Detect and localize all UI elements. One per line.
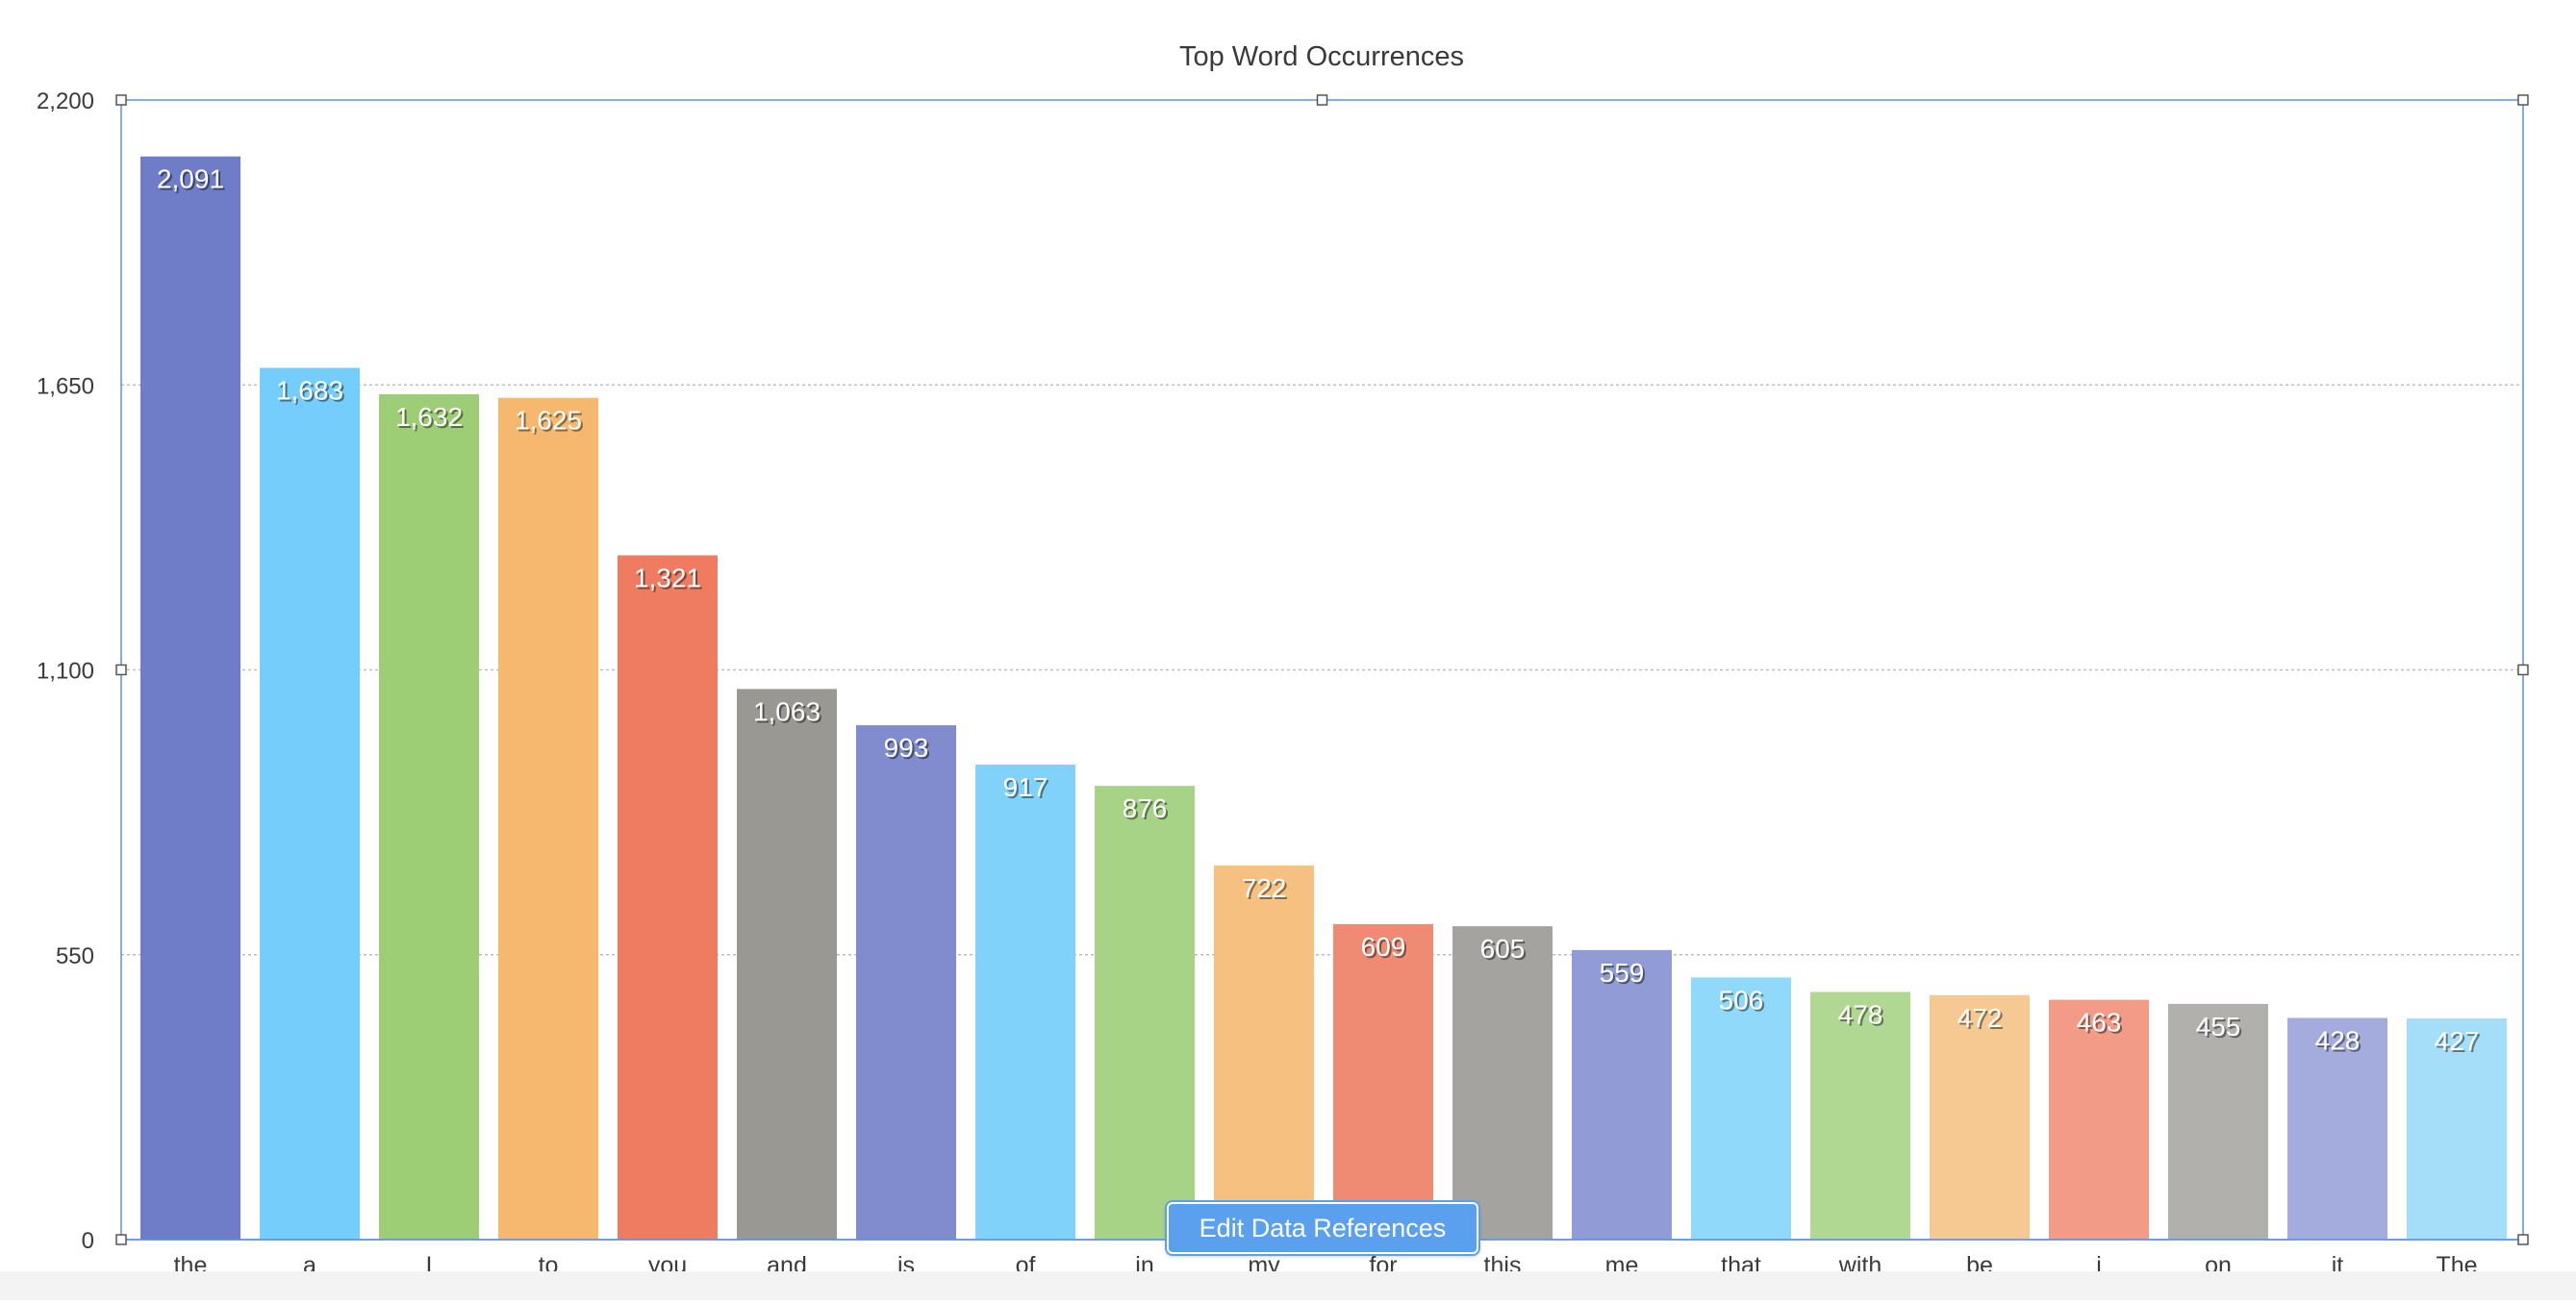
bar-value-label-shadow: 917 [1005, 774, 1050, 804]
bar-value-label-shadow: 993 [886, 735, 931, 765]
bar-value-label: 478 [1838, 1000, 1883, 1030]
bar-value-label-shadow: 722 [1244, 875, 1289, 905]
bar-value-label-shadow: 1,632 [397, 404, 465, 434]
bar[interactable] [2049, 999, 2149, 1240]
bar-value-label-shadow: 455 [2198, 1014, 2243, 1043]
y-tick-label: 1,650 [37, 373, 94, 399]
bar[interactable] [2168, 1003, 2268, 1240]
y-tick-label: 1,100 [37, 659, 94, 685]
bar-value-label: 876 [1123, 793, 1168, 823]
bar[interactable] [498, 397, 598, 1240]
chart-title: Top Word Occurrences [1179, 41, 1464, 72]
edit-data-references-button[interactable]: Edit Data References [1167, 1202, 1478, 1254]
grid-lines [121, 384, 2523, 956]
bar-value-label-shadow: 876 [1124, 795, 1170, 825]
bar[interactable] [1333, 923, 1433, 1240]
y-tick-label: 0 [82, 1228, 94, 1254]
bars [140, 156, 2507, 1241]
bar-value-label: 427 [2435, 1026, 2480, 1056]
bar-value-label-shadow: 428 [2317, 1027, 2362, 1057]
bar[interactable] [1214, 866, 1314, 1240]
bar-value-label: 1,683 [276, 375, 343, 405]
bar-value-label-shadow: 609 [1363, 934, 1408, 964]
bar[interactable] [975, 765, 1075, 1240]
bar-value-label-shadow: 427 [2437, 1028, 2482, 1058]
bar[interactable] [1691, 977, 1791, 1240]
bar-value-label: 1,063 [753, 696, 821, 726]
bar-value-label: 1,632 [395, 402, 463, 432]
bar-value-label-shadow: 1,683 [278, 377, 345, 407]
bar[interactable] [1095, 786, 1195, 1240]
bar-value-label-shadow: 506 [1721, 987, 1766, 1016]
bar[interactable] [1572, 949, 1672, 1240]
bar-value-label: 1,321 [634, 563, 701, 592]
bar-value-label-shadow: 559 [1602, 960, 1647, 990]
bar[interactable] [618, 555, 718, 1240]
resize-handle[interactable] [2517, 664, 2529, 676]
bar-value-label: 2,091 [157, 164, 224, 194]
x-tick-label: I [426, 1252, 433, 1279]
bar[interactable] [1810, 991, 1910, 1240]
bar[interactable] [1452, 926, 1553, 1240]
bar[interactable] [1930, 994, 2030, 1240]
bar-value-label: 472 [1957, 1003, 2003, 1033]
bar-value-label-shadow: 472 [1959, 1005, 2005, 1035]
bar[interactable] [379, 393, 479, 1241]
bar[interactable] [2287, 1017, 2387, 1240]
bottom-strip [0, 1271, 2576, 1300]
resize-handle[interactable] [115, 664, 127, 676]
bar-value-label-shadow: 478 [1840, 1002, 1885, 1032]
y-tick-label: 2,200 [37, 88, 94, 114]
resize-handle[interactable] [2517, 94, 2529, 106]
x-tick-label: i [2096, 1252, 2102, 1279]
bar[interactable] [856, 725, 956, 1240]
bar-value-label: 605 [1480, 934, 1526, 964]
resize-handle[interactable] [2517, 1234, 2529, 1245]
bar-value-label: 506 [1719, 985, 1764, 1015]
bar[interactable] [2407, 1018, 2507, 1240]
bar-value-label-shadow: 1,063 [755, 698, 822, 728]
bar[interactable] [737, 689, 837, 1240]
y-tick-label: 550 [56, 943, 94, 969]
bar-value-label-shadow: 605 [1482, 936, 1528, 966]
bar-value-label: 455 [2196, 1012, 2241, 1041]
bar-value-label-shadow: 1,625 [517, 408, 584, 438]
bar-value-label: 993 [884, 733, 929, 763]
bar-value-label: 1,625 [515, 406, 582, 436]
bar-value-label-shadow: 1,321 [636, 565, 703, 594]
bar-value-label-shadow: 463 [2079, 1010, 2124, 1040]
resize-handle[interactable] [115, 94, 127, 106]
bar-value-label: 917 [1003, 772, 1048, 802]
bar-value-label-shadow: 2,091 [159, 166, 226, 196]
bar-value-label: 559 [1600, 958, 1645, 988]
bar-value-label: 722 [1242, 873, 1287, 903]
resize-handle[interactable] [115, 1234, 127, 1245]
resize-handle[interactable] [1316, 94, 1328, 106]
bar-value-label: 609 [1361, 932, 1406, 962]
bar[interactable] [260, 367, 360, 1241]
bar[interactable] [140, 156, 240, 1240]
bar-value-label: 428 [2315, 1025, 2361, 1055]
bar-value-label: 463 [2077, 1008, 2122, 1038]
